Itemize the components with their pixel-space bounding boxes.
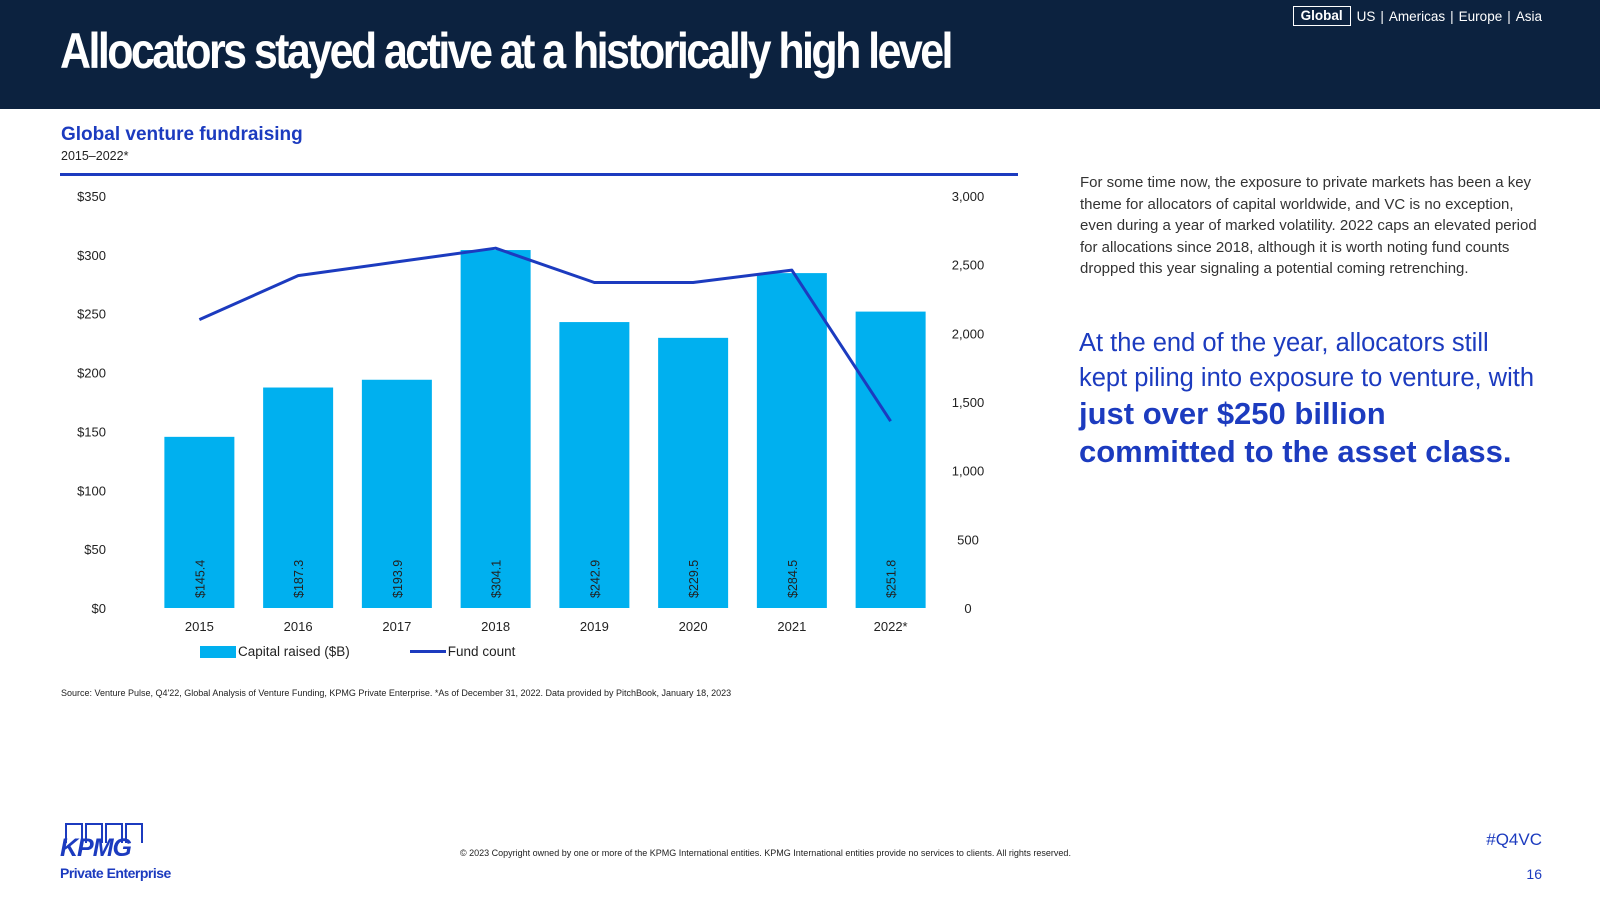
region-tab-americas[interactable]: Americas [1388,8,1446,24]
x-tick-label: 2022* [874,619,908,634]
y-right-tick-label: 1,500 [952,395,985,410]
x-tick-label: 2015 [185,619,214,634]
logo-box [65,823,83,843]
chart-title: Global venture fundraising [61,124,303,145]
region-tab-global[interactable]: Global [1292,6,1351,26]
callout-plain-text: At the end of the year, allocators still… [1079,329,1535,392]
y-left-tick-label: $150 [77,424,106,439]
y-left-tick-label: $300 [77,248,106,263]
page-number: 16 [1526,866,1542,882]
bar-capital-raised [263,387,334,608]
y-right-tick-label: 1,000 [952,464,985,479]
logo-box [125,823,143,843]
bar-data-label: $251.8 [885,560,899,598]
y-left-tick-label: $100 [77,483,106,498]
bar-data-label: $193.9 [391,560,405,598]
region-separator: | [1507,8,1511,24]
y-right-tick-label: 2,500 [952,258,985,273]
bar-capital-raised [658,337,729,608]
x-tick-label: 2016 [284,619,313,634]
region-tab-us[interactable]: US [1356,8,1376,24]
legend-label-capital: Capital raised ($B) [238,644,350,659]
y-left-tick-label: $200 [77,366,106,381]
legend-label-fund-count: Fund count [447,644,516,659]
logo-wordmark: KPMG [60,834,132,862]
commentary-body: For some time now, the exposure to priva… [1080,174,1537,277]
header-banner: Allocators stayed active at a historical… [0,0,1600,109]
logo-subtitle: Private Enterprise [60,865,171,881]
bar-capital-raised [756,273,827,608]
page-title: Allocators stayed active at a historical… [60,23,953,79]
copyright-notice: © 2023 Copyright owned by one or more of… [460,848,1071,858]
region-separator: | [1380,8,1384,24]
x-tick-label: 2019 [580,619,609,634]
x-tick-label: 2018 [481,619,510,634]
legend-swatch-capital [200,645,236,658]
bar-capital-raised [460,250,531,608]
bar-capital-raised [361,379,432,608]
bar-data-label: $187.3 [292,560,306,598]
fund-count-line [198,246,892,423]
y-left-tick-label: $0 [92,601,106,616]
source-note: Source: Venture Pulse, Q4'22, Global Ana… [61,688,732,698]
region-nav: Global US | Americas | Europe | Asia [1292,6,1542,26]
bar-data-label: $242.9 [588,560,602,598]
y-right-tick-label: 2,000 [952,326,985,341]
y-right-tick-label: 0 [964,601,971,616]
commentary-callout: At the end of the year, allocators still… [1079,326,1539,472]
chart-subtitle: 2015–2022* [61,149,129,163]
region-tab-asia[interactable]: Asia [1515,8,1542,24]
kpmg-logo: KPMG Private Enterprise [60,823,172,883]
x-tick-label: 2020 [679,619,708,634]
logo-box [105,823,123,843]
x-tick-label: 2017 [382,619,411,634]
bar-capital-raised [164,436,235,608]
region-separator: | [1450,8,1454,24]
y-left-tick-label: $250 [77,307,106,322]
y-left-tick-label: $50 [84,542,106,557]
y-left-tick-label: $350 [77,189,106,204]
y-right-tick-label: 3,000 [952,189,985,204]
bar-data-label: $145.4 [193,560,207,598]
y-right-tick-label: 500 [957,532,979,547]
bar-capital-raised [855,311,926,608]
bar-data-label: $304.1 [490,560,504,598]
region-tab-europe[interactable]: Europe [1458,8,1503,24]
bar-data-label: $284.5 [786,560,800,598]
x-tick-label: 2021 [777,619,806,634]
hashtag: #Q4VC [1486,830,1542,849]
chart-legend: Capital raised ($B) Fund count [200,644,515,659]
legend-swatch-fund-count [409,650,446,653]
bar-data-label: $229.5 [687,560,701,598]
bar-capital-raised [559,322,630,608]
logo-boxes [65,823,172,843]
fundraising-chart: $0 $50 $100 $150 $200 $250 $300 $350 0 500 1,000 1,… [77,189,985,634]
callout-strong-text: just over $250 billion committed to the … [1079,396,1512,469]
logo-box [85,823,103,843]
chart-title-rule [60,173,1018,176]
